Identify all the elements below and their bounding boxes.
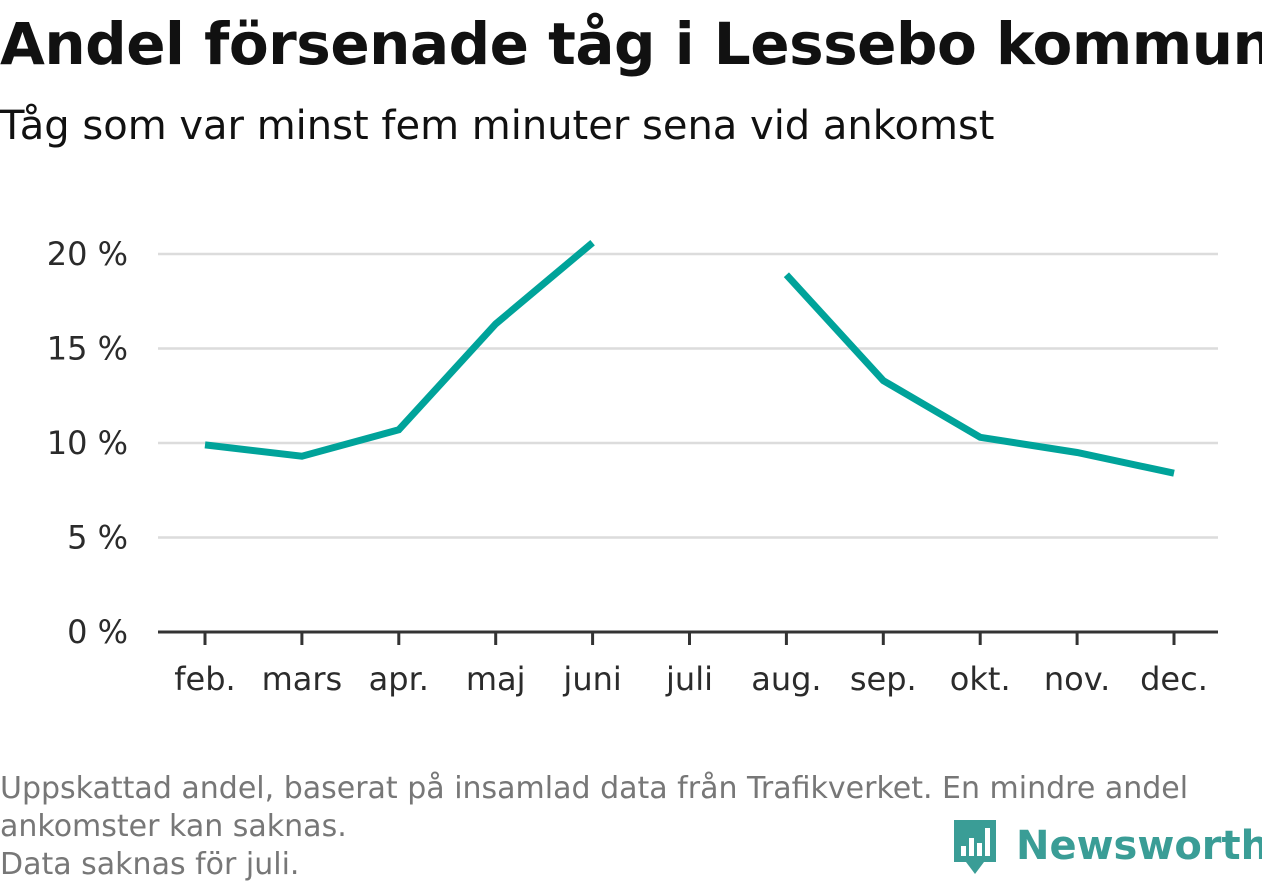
x-tick-label: aug. bbox=[751, 660, 821, 698]
footnote-line-1: Uppskattad andel, baserat på insamlad da… bbox=[0, 770, 1250, 808]
y-tick-label: 20 % bbox=[47, 235, 128, 273]
gridlines bbox=[158, 254, 1218, 538]
series-lines bbox=[205, 243, 1174, 474]
newsworthy-logo-icon bbox=[950, 816, 1000, 876]
x-tick-label: okt. bbox=[950, 660, 1011, 698]
y-tick-label: 10 % bbox=[47, 424, 128, 462]
x-tick-label: nov. bbox=[1044, 660, 1110, 698]
x-tick-label: feb. bbox=[174, 660, 235, 698]
y-axis-ticks: 0 % 5 % 10 % 15 % 20 % bbox=[47, 235, 128, 651]
y-tick-label: 0 % bbox=[67, 613, 128, 651]
x-tick-label: apr. bbox=[369, 660, 429, 698]
y-tick-label: 5 % bbox=[67, 519, 128, 557]
x-tick-label: juli bbox=[665, 660, 713, 698]
x-tick-label: sep. bbox=[850, 660, 917, 698]
newsworthy-logo: Newsworthy bbox=[950, 816, 1262, 876]
y-tick-label: 15 % bbox=[47, 330, 128, 368]
x-tick-label: juni bbox=[562, 660, 621, 698]
newsworthy-brand-name: Newsworthy bbox=[1016, 823, 1262, 869]
x-tick-label: mars bbox=[262, 660, 343, 698]
x-tick-label: maj bbox=[466, 660, 526, 698]
x-tick-label: dec. bbox=[1140, 660, 1208, 698]
